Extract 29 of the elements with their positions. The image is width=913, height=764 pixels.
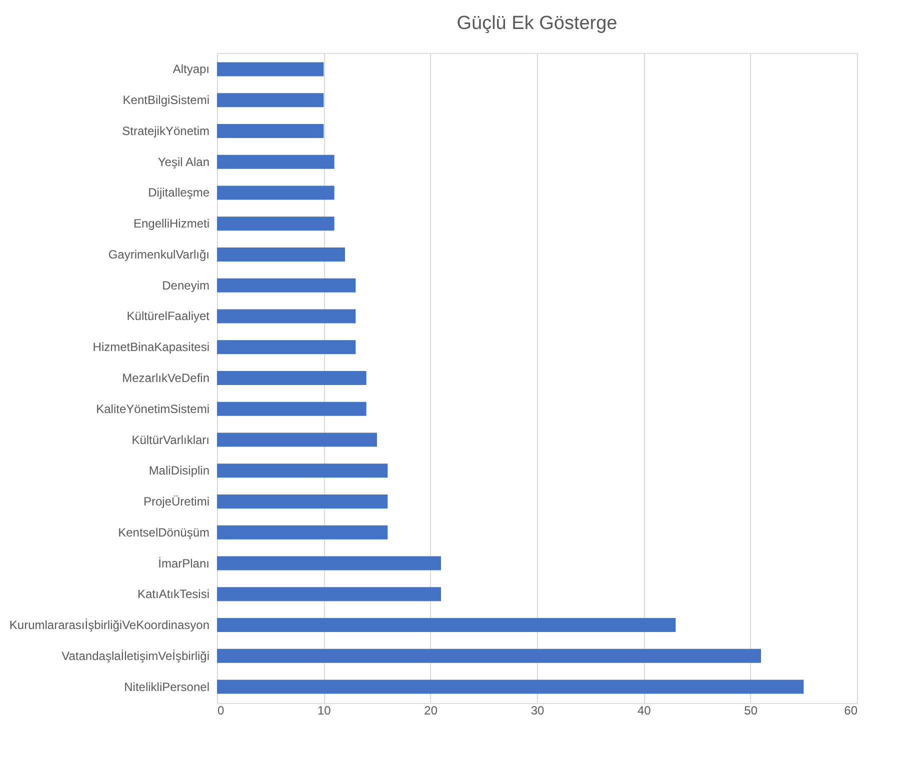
y-tick-label: Yeşil Alan — [158, 154, 210, 169]
y-tick-label: KentBilgiSistemi — [122, 93, 210, 108]
y-tick-label: KentselDönüşüm — [118, 525, 210, 540]
y-tick-label: NitelikliPersonel — [124, 680, 210, 694]
x-tick-label: 40 — [637, 704, 652, 718]
x-tick-label: 0 — [218, 704, 224, 718]
y-tick-label: KaliteYönetimSistemi — [96, 402, 210, 416]
y-tick-label: StratejikYönetim — [122, 124, 210, 138]
y-tick-label: KültürVarlıkları — [132, 432, 210, 447]
y-tick-label: EngelliHizmeti — [133, 216, 210, 231]
y-tick-label: ProjeÜretimi — [143, 494, 210, 509]
y-tick-label: GayrimenkulVarlığı — [108, 247, 210, 262]
x-tick-label: 50 — [744, 704, 758, 718]
x-tick-label: 20 — [424, 704, 438, 718]
y-tick-label: KültürelFaaliyet — [126, 309, 210, 324]
x-tick-label: 10 — [317, 704, 332, 718]
y-tick-label: Deneyim — [162, 278, 210, 292]
x-tick-label: 60 — [844, 704, 858, 718]
y-tick-label: MaliDisiplin — [148, 464, 210, 478]
y-tick-label: HizmetBinaKapasitesi — [92, 340, 210, 354]
chart-title: Güçlü Ek Gösterge — [456, 13, 618, 34]
y-tick-label: KurumlararasıİşbirliğiVeKoordinasyon — [9, 618, 210, 632]
y-tick-label: VatandaşlaİletişimVeİşbirliği — [62, 648, 210, 663]
y-tick-label: Altyapı — [172, 62, 210, 76]
y-tick-label: KatıAtıkTesisi — [137, 587, 210, 602]
y-tick-label: İmarPlanı — [158, 556, 210, 570]
y-tick-label: MezarlıkVeDefin — [122, 371, 210, 385]
y-tick-label: Dijitalleşme — [148, 186, 210, 200]
x-tick-label: 30 — [530, 704, 544, 718]
